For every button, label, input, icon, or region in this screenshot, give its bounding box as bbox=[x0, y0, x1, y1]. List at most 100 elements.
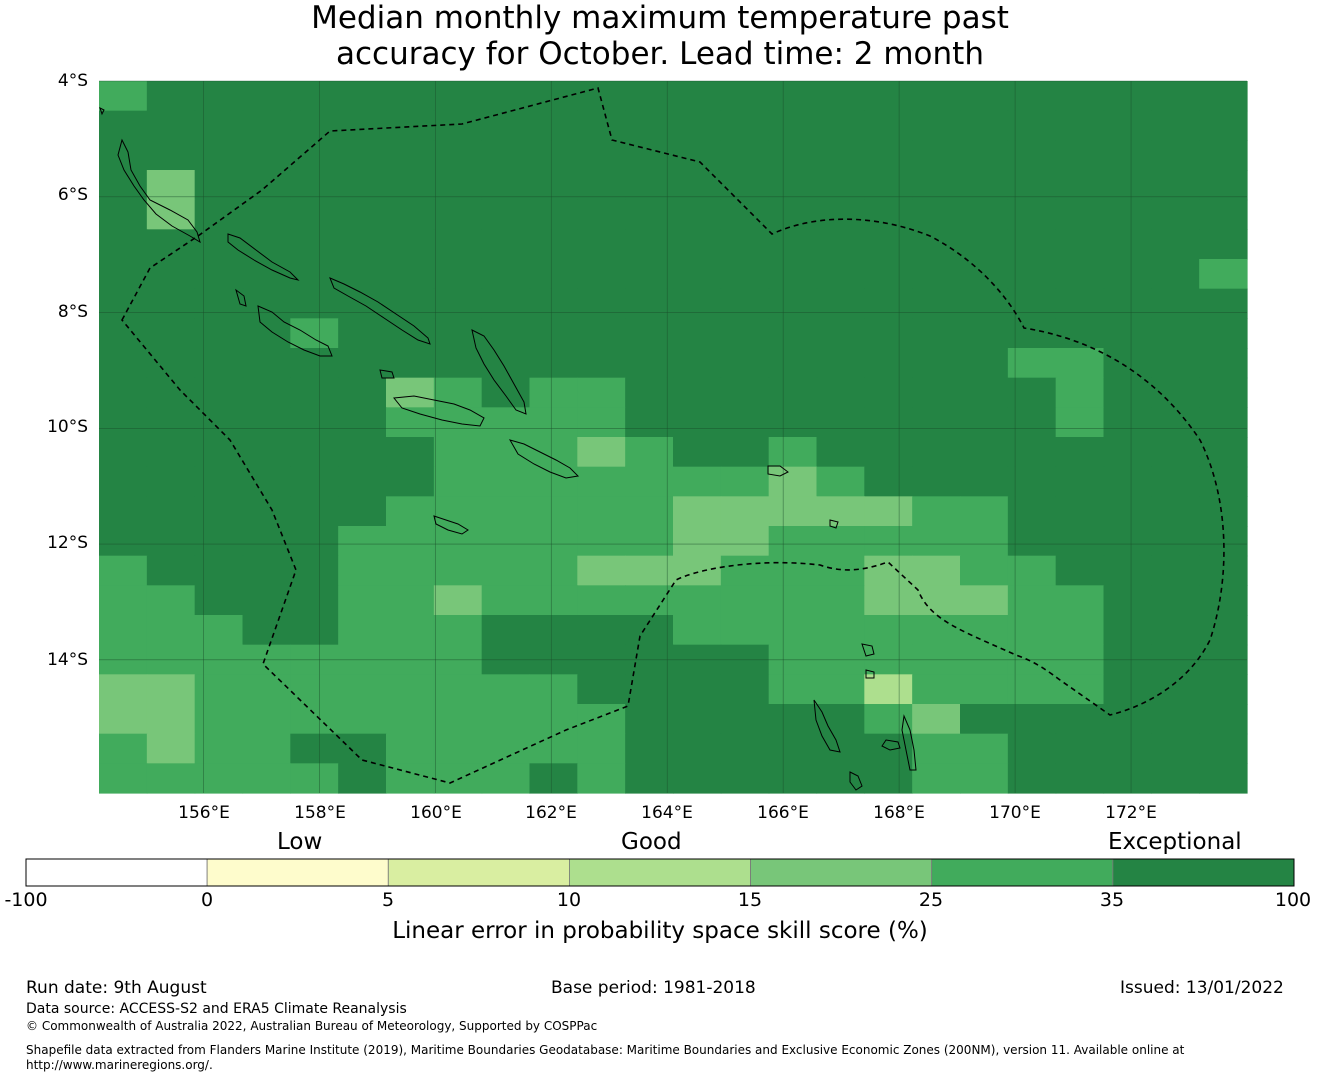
skill-cell bbox=[864, 585, 913, 616]
skill-cell bbox=[1103, 674, 1152, 705]
skill-cell bbox=[960, 318, 1009, 349]
skill-cell bbox=[960, 704, 1009, 735]
skill-cell bbox=[1007, 733, 1057, 764]
skill-cell bbox=[242, 81, 291, 112]
skill-cell bbox=[720, 199, 770, 230]
skill-cell bbox=[577, 615, 626, 646]
skill-cell bbox=[194, 496, 244, 527]
skill-cell bbox=[433, 674, 483, 705]
skill-cell bbox=[960, 348, 1009, 379]
colorbar-segment bbox=[1112, 858, 1295, 887]
skill-cell bbox=[433, 733, 483, 764]
skill-cell bbox=[960, 496, 1009, 527]
skill-cell bbox=[1055, 81, 1105, 112]
skill-cell bbox=[864, 110, 913, 141]
skill-cell bbox=[386, 407, 435, 438]
skill-cell bbox=[99, 81, 148, 112]
skill-cell bbox=[673, 615, 722, 646]
skill-cell bbox=[433, 466, 483, 497]
skill-cell bbox=[433, 199, 483, 230]
issued-date: Issued: 13/01/2022 bbox=[1120, 978, 1284, 998]
skill-cell bbox=[386, 170, 435, 201]
skill-cell bbox=[386, 585, 435, 616]
skill-cell bbox=[481, 229, 531, 260]
skill-cell bbox=[194, 318, 244, 349]
skill-cell bbox=[1007, 229, 1057, 260]
skill-cell bbox=[99, 674, 148, 705]
island-new-georgia bbox=[257, 305, 333, 357]
skill-cell bbox=[673, 199, 722, 230]
skill-cell bbox=[146, 704, 196, 735]
skill-cell bbox=[864, 377, 913, 408]
skill-cell bbox=[1103, 733, 1152, 764]
skill-cell bbox=[338, 763, 387, 794]
skill-cell bbox=[625, 288, 674, 319]
skill-cell bbox=[242, 110, 291, 141]
skill-cell bbox=[529, 110, 578, 141]
island-santa-cruz bbox=[767, 465, 789, 477]
skill-cell bbox=[99, 526, 148, 557]
skill-cell bbox=[720, 466, 770, 497]
skill-cell bbox=[1151, 674, 1200, 705]
skill-cell bbox=[1199, 437, 1248, 468]
skill-cell bbox=[1151, 585, 1200, 616]
skill-cell bbox=[768, 259, 818, 290]
skill-cell bbox=[960, 140, 1009, 171]
skill-cell bbox=[960, 526, 1009, 557]
skill-cell bbox=[1103, 81, 1152, 112]
skill-cell bbox=[338, 229, 387, 260]
skill-cell bbox=[960, 81, 1009, 112]
skill-cell bbox=[1151, 615, 1200, 646]
skill-cell bbox=[673, 555, 722, 586]
skill-cell bbox=[673, 763, 722, 794]
skill-cell bbox=[242, 763, 291, 794]
skill-cell bbox=[242, 437, 291, 468]
skill-cell bbox=[146, 259, 196, 290]
skill-cell bbox=[386, 348, 435, 379]
skill-cell bbox=[673, 585, 722, 616]
skill-cell bbox=[1103, 140, 1152, 171]
title-line-2: accuracy for October. Lead time: 2 month bbox=[336, 36, 984, 72]
skill-cell bbox=[816, 81, 865, 112]
skill-cell bbox=[1007, 555, 1057, 586]
skill-cell bbox=[386, 81, 435, 112]
skill-cell bbox=[529, 555, 578, 586]
skill-cell bbox=[912, 199, 961, 230]
skill-cell bbox=[577, 140, 626, 171]
skill-cell bbox=[1055, 466, 1105, 497]
skill-cell bbox=[816, 377, 865, 408]
skill-cell bbox=[99, 170, 148, 201]
skill-cell bbox=[577, 526, 626, 557]
skill-cell bbox=[864, 407, 913, 438]
skill-cell bbox=[481, 704, 531, 735]
skill-cell bbox=[99, 496, 148, 527]
skill-cell bbox=[433, 140, 483, 171]
skill-cell bbox=[194, 704, 244, 735]
skill-cell bbox=[1151, 377, 1200, 408]
skill-cell bbox=[146, 555, 196, 586]
skill-cell bbox=[194, 437, 244, 468]
lon-label-170e: 170°E bbox=[989, 803, 1041, 823]
colorbar-category-low: Low bbox=[277, 829, 323, 855]
skill-cell bbox=[529, 526, 578, 557]
skill-cell bbox=[912, 585, 961, 616]
skill-cell bbox=[433, 615, 483, 646]
skill-cell bbox=[338, 377, 387, 408]
skill-cell bbox=[1007, 259, 1057, 290]
skill-cell bbox=[1103, 704, 1152, 735]
skill-cell bbox=[912, 377, 961, 408]
skill-cell bbox=[433, 170, 483, 201]
skill-cell bbox=[912, 674, 961, 705]
skill-cell bbox=[99, 555, 148, 586]
skill-cell bbox=[1103, 259, 1152, 290]
skill-cell bbox=[338, 526, 387, 557]
skill-cell bbox=[99, 615, 148, 646]
skill-cell bbox=[386, 615, 435, 646]
island-pentecost bbox=[901, 714, 917, 771]
skill-cell bbox=[481, 555, 531, 586]
colorbar-tick: 0 bbox=[200, 889, 214, 911]
skill-cell bbox=[1055, 199, 1105, 230]
skill-cell bbox=[577, 110, 626, 141]
skill-cell bbox=[720, 110, 770, 141]
